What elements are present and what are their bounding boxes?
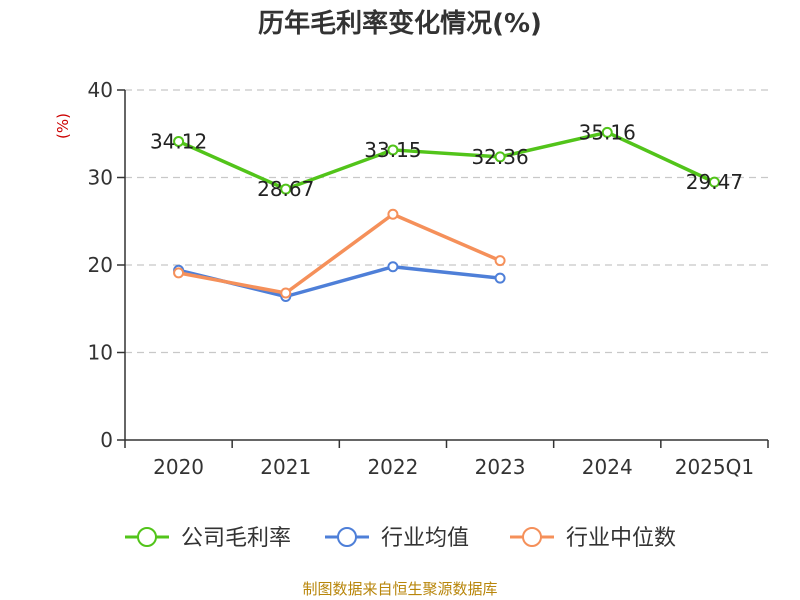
data-label: 33.15 xyxy=(364,138,421,162)
data-label: 34.12 xyxy=(150,129,207,153)
x-tick-label: 2022 xyxy=(367,455,418,479)
data-point xyxy=(494,151,506,163)
legend-label-1: 行业均值 xyxy=(381,526,469,551)
y-tick-label: 20 xyxy=(88,253,113,277)
legend-swatch-marker-2 xyxy=(522,527,542,547)
series xyxy=(173,126,720,302)
data-point xyxy=(173,267,185,279)
data-labels: 34.12 28.67 33.15 32.36 35.16 29.47 xyxy=(150,120,743,201)
legend-label-2: 行业中位数 xyxy=(566,526,676,551)
data-point xyxy=(708,176,720,188)
x-tick-label: 2021 xyxy=(260,455,311,479)
y-tick-label: 10 xyxy=(88,341,113,365)
legend-label-0: 公司毛利率 xyxy=(181,526,291,551)
data-point xyxy=(387,144,399,156)
y-unit-label: (%) xyxy=(54,113,72,139)
data-point xyxy=(494,255,506,267)
series-line-0 xyxy=(177,130,716,191)
axes: 0 10 20 30 40 2020 2021 2022 2023 2024 2025Q1 xyxy=(88,78,769,479)
x-tick-label: 2025Q1 xyxy=(675,455,754,479)
data-point xyxy=(387,208,399,220)
source-note: 制图数据来自恒生聚源数据库 xyxy=(302,580,497,598)
x-tick-label: 2024 xyxy=(582,455,633,479)
data-point xyxy=(280,287,292,299)
legend-swatch-marker-0 xyxy=(137,527,157,547)
series-line-2 xyxy=(178,212,501,295)
data-label: 28.67 xyxy=(257,177,314,201)
data-point xyxy=(601,126,613,138)
data-label: 32.36 xyxy=(471,145,528,169)
data-point xyxy=(280,183,292,195)
data-label: 29.47 xyxy=(686,170,743,194)
legend-swatch-marker-1 xyxy=(337,527,357,547)
data-point xyxy=(173,135,185,147)
x-tick-label: 2023 xyxy=(475,455,526,479)
data-point xyxy=(494,272,506,284)
y-tick-label: 40 xyxy=(88,78,113,102)
legend: 公司毛利率 行业均值 行业中位数 xyxy=(125,526,676,551)
data-point xyxy=(387,261,399,273)
x-tick-label: 2020 xyxy=(153,455,204,479)
y-tick-label: 0 xyxy=(100,428,113,452)
grid xyxy=(125,89,768,354)
y-tick-label: 30 xyxy=(88,166,113,190)
data-label: 35.16 xyxy=(579,120,636,144)
chart-title: 历年毛利率变化情况(%) xyxy=(258,8,542,39)
